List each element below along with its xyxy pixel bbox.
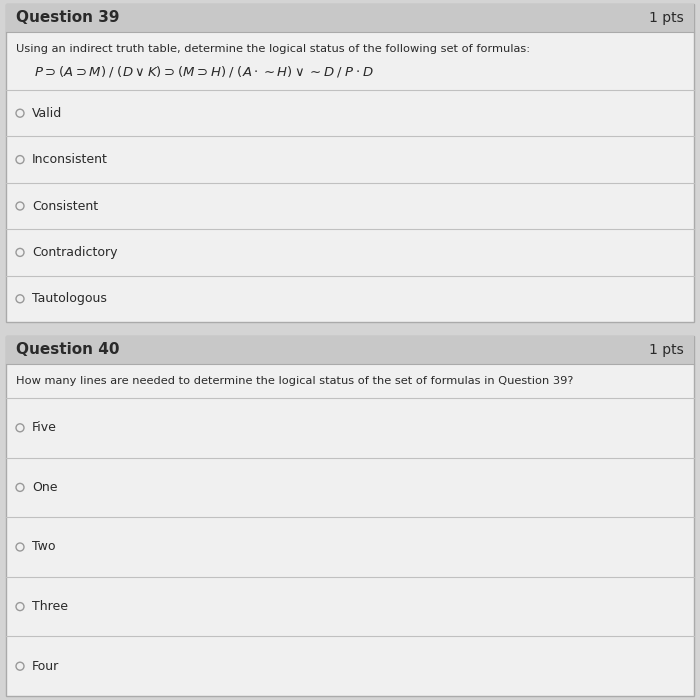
Text: Tautologous: Tautologous — [32, 293, 107, 305]
Text: Two: Two — [32, 540, 55, 554]
Text: $P \supset (A \supset M)\;/\;(D \vee K) \supset (M \supset H)\;/\;(A \cdot {\sim: $P \supset (A \supset M)\;/\;(D \vee K) … — [34, 64, 374, 79]
Bar — [6, 4, 694, 322]
Text: Four: Four — [32, 659, 60, 673]
Text: Valid: Valid — [32, 106, 62, 120]
Text: Consistent: Consistent — [32, 199, 98, 213]
Text: 1 pts: 1 pts — [650, 343, 684, 357]
Text: Question 39: Question 39 — [16, 10, 120, 25]
Bar — [6, 336, 694, 364]
Text: 1 pts: 1 pts — [650, 11, 684, 25]
Bar — [6, 4, 694, 32]
Text: Contradictory: Contradictory — [32, 246, 118, 259]
Bar — [6, 336, 694, 696]
Text: How many lines are needed to determine the logical status of the set of formulas: How many lines are needed to determine t… — [16, 376, 573, 386]
Text: One: One — [32, 481, 57, 494]
Text: Three: Three — [32, 600, 68, 613]
Text: Five: Five — [32, 421, 57, 434]
Text: Question 40: Question 40 — [16, 342, 120, 358]
Text: Using an indirect truth table, determine the logical status of the following set: Using an indirect truth table, determine… — [16, 44, 530, 54]
Text: Inconsistent: Inconsistent — [32, 153, 108, 166]
